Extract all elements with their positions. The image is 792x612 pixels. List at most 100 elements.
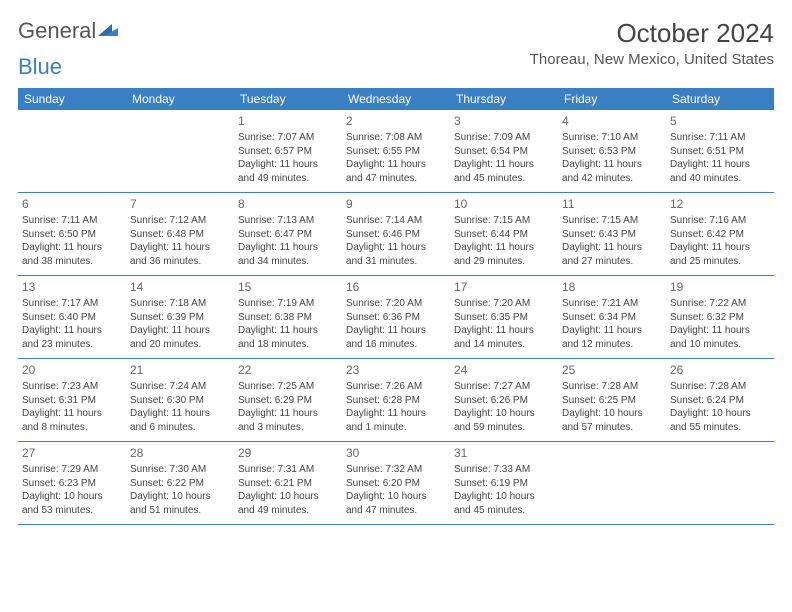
day1-text: Daylight: 10 hours (238, 490, 338, 504)
sunset-text: Sunset: 6:21 PM (238, 477, 338, 491)
day-number: 10 (454, 196, 554, 212)
day2-text: and 55 minutes. (670, 421, 770, 435)
day-header: Friday (558, 88, 666, 110)
day-number: 23 (346, 362, 446, 378)
day-number: 6 (22, 196, 122, 212)
sunrise-text: Sunrise: 7:13 AM (238, 214, 338, 228)
sunrise-text: Sunrise: 7:11 AM (670, 131, 770, 145)
sunrise-text: Sunrise: 7:28 AM (670, 380, 770, 394)
sunrise-text: Sunrise: 7:30 AM (130, 463, 230, 477)
day1-text: Daylight: 10 hours (130, 490, 230, 504)
calendar: SundayMondayTuesdayWednesdayThursdayFrid… (18, 88, 774, 525)
day2-text: and 10 minutes. (670, 338, 770, 352)
day-number: 29 (238, 445, 338, 461)
day-cell: 28Sunrise: 7:30 AMSunset: 6:22 PMDayligh… (126, 442, 234, 524)
day2-text: and 8 minutes. (22, 421, 122, 435)
day1-text: Daylight: 11 hours (346, 158, 446, 172)
day-header: Wednesday (342, 88, 450, 110)
day-number: 5 (670, 113, 770, 129)
day2-text: and 49 minutes. (238, 172, 338, 186)
day-header: Saturday (666, 88, 774, 110)
day2-text: and 18 minutes. (238, 338, 338, 352)
day-number: 12 (670, 196, 770, 212)
day2-text: and 31 minutes. (346, 255, 446, 269)
day-headers-row: SundayMondayTuesdayWednesdayThursdayFrid… (18, 88, 774, 110)
sunrise-text: Sunrise: 7:20 AM (346, 297, 446, 311)
day-cell (558, 442, 666, 524)
sunrise-text: Sunrise: 7:25 AM (238, 380, 338, 394)
day-cell: 6Sunrise: 7:11 AMSunset: 6:50 PMDaylight… (18, 193, 126, 275)
day2-text: and 47 minutes. (346, 504, 446, 518)
sunrise-text: Sunrise: 7:09 AM (454, 131, 554, 145)
day1-text: Daylight: 11 hours (238, 241, 338, 255)
day-cell: 20Sunrise: 7:23 AMSunset: 6:31 PMDayligh… (18, 359, 126, 441)
sunset-text: Sunset: 6:24 PM (670, 394, 770, 408)
sunrise-text: Sunrise: 7:26 AM (346, 380, 446, 394)
sunset-text: Sunset: 6:55 PM (346, 145, 446, 159)
sunrise-text: Sunrise: 7:20 AM (454, 297, 554, 311)
day-cell: 25Sunrise: 7:28 AMSunset: 6:25 PMDayligh… (558, 359, 666, 441)
sunrise-text: Sunrise: 7:28 AM (562, 380, 662, 394)
day2-text: and 38 minutes. (22, 255, 122, 269)
day-cell (126, 110, 234, 192)
sunrise-text: Sunrise: 7:21 AM (562, 297, 662, 311)
day-cell: 30Sunrise: 7:32 AMSunset: 6:20 PMDayligh… (342, 442, 450, 524)
sunset-text: Sunset: 6:23 PM (22, 477, 122, 491)
day-number: 31 (454, 445, 554, 461)
sunset-text: Sunset: 6:35 PM (454, 311, 554, 325)
day1-text: Daylight: 11 hours (238, 158, 338, 172)
sunset-text: Sunset: 6:54 PM (454, 145, 554, 159)
day2-text: and 3 minutes. (238, 421, 338, 435)
day1-text: Daylight: 11 hours (346, 407, 446, 421)
day1-text: Daylight: 11 hours (454, 158, 554, 172)
day-number: 15 (238, 279, 338, 295)
day1-text: Daylight: 10 hours (454, 490, 554, 504)
day-cell: 9Sunrise: 7:14 AMSunset: 6:46 PMDaylight… (342, 193, 450, 275)
sunset-text: Sunset: 6:53 PM (562, 145, 662, 159)
day1-text: Daylight: 11 hours (454, 324, 554, 338)
day-cell: 17Sunrise: 7:20 AMSunset: 6:35 PMDayligh… (450, 276, 558, 358)
day1-text: Daylight: 11 hours (670, 241, 770, 255)
day1-text: Daylight: 11 hours (346, 324, 446, 338)
day1-text: Daylight: 11 hours (22, 324, 122, 338)
day2-text: and 53 minutes. (22, 504, 122, 518)
day2-text: and 20 minutes. (130, 338, 230, 352)
day1-text: Daylight: 11 hours (670, 158, 770, 172)
day2-text: and 23 minutes. (22, 338, 122, 352)
sunset-text: Sunset: 6:28 PM (346, 394, 446, 408)
logo: General (18, 18, 118, 44)
day2-text: and 6 minutes. (130, 421, 230, 435)
sunrise-text: Sunrise: 7:32 AM (346, 463, 446, 477)
sunrise-text: Sunrise: 7:07 AM (238, 131, 338, 145)
sunset-text: Sunset: 6:44 PM (454, 228, 554, 242)
sunset-text: Sunset: 6:34 PM (562, 311, 662, 325)
day1-text: Daylight: 11 hours (130, 241, 230, 255)
day2-text: and 12 minutes. (562, 338, 662, 352)
sunset-text: Sunset: 6:20 PM (346, 477, 446, 491)
sunset-text: Sunset: 6:43 PM (562, 228, 662, 242)
sunset-text: Sunset: 6:29 PM (238, 394, 338, 408)
day-number: 8 (238, 196, 338, 212)
day1-text: Daylight: 10 hours (670, 407, 770, 421)
sunset-text: Sunset: 6:26 PM (454, 394, 554, 408)
day-header: Sunday (18, 88, 126, 110)
sunrise-text: Sunrise: 7:22 AM (670, 297, 770, 311)
day1-text: Daylight: 11 hours (454, 241, 554, 255)
day1-text: Daylight: 11 hours (670, 324, 770, 338)
day1-text: Daylight: 11 hours (562, 241, 662, 255)
sunset-text: Sunset: 6:19 PM (454, 477, 554, 491)
day-cell: 31Sunrise: 7:33 AMSunset: 6:19 PMDayligh… (450, 442, 558, 524)
day-number: 30 (346, 445, 446, 461)
day-number: 13 (22, 279, 122, 295)
sunrise-text: Sunrise: 7:14 AM (346, 214, 446, 228)
day1-text: Daylight: 11 hours (238, 324, 338, 338)
sunset-text: Sunset: 6:30 PM (130, 394, 230, 408)
day2-text: and 45 minutes. (454, 172, 554, 186)
sunrise-text: Sunrise: 7:29 AM (22, 463, 122, 477)
day-cell: 16Sunrise: 7:20 AMSunset: 6:36 PMDayligh… (342, 276, 450, 358)
sunset-text: Sunset: 6:46 PM (346, 228, 446, 242)
day1-text: Daylight: 10 hours (22, 490, 122, 504)
day-number: 20 (22, 362, 122, 378)
day-number: 7 (130, 196, 230, 212)
title-block: October 2024 Thoreau, New Mexico, United… (530, 18, 774, 68)
